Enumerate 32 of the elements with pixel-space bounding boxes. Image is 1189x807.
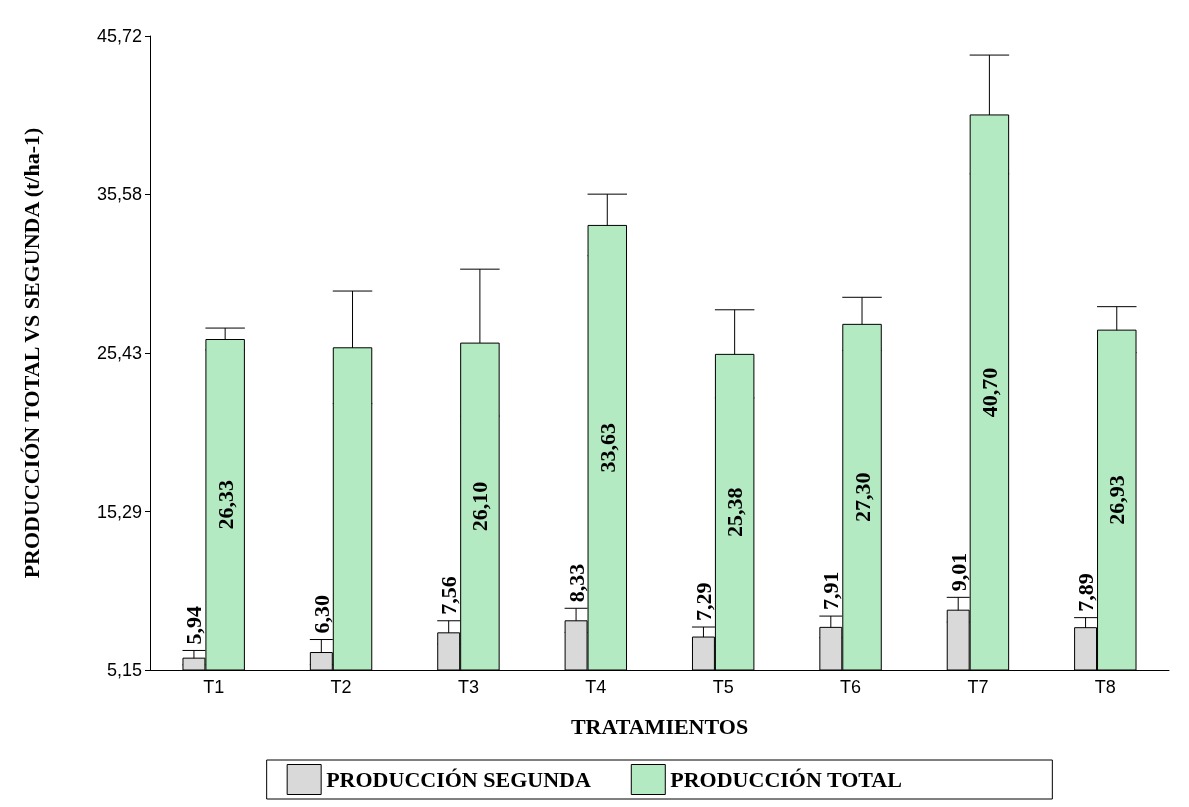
data-label: 26,93: [1104, 475, 1130, 525]
data-label: 25,38: [722, 487, 748, 537]
x-tick-label: T4: [585, 677, 607, 697]
data-label: 9,01: [945, 552, 971, 592]
data-label: 8,33: [563, 563, 589, 603]
legend-label: PRODUCCIÓN TOTAL: [670, 767, 902, 792]
y-tick-label: 15,29: [96, 501, 142, 522]
y-tick-label: 45,72: [96, 26, 142, 46]
data-label: 40,70: [976, 367, 1002, 418]
data-label: 26,10: [467, 481, 493, 532]
x-tick-label: T1: [203, 677, 225, 697]
legend-label: PRODUCCIÓN SEGUNDA: [326, 767, 591, 792]
data-label: 7,29: [690, 582, 716, 622]
x-tick-label: T3: [457, 677, 479, 697]
y-tick-label: 35,58: [96, 184, 142, 205]
y-tick-label: 25,43: [96, 343, 142, 364]
x-axis-title: TRATAMIENTOS: [570, 713, 749, 739]
x-tick-label: T5: [712, 677, 734, 697]
data-label: 7,56: [436, 576, 462, 615]
data-label: 26,33: [212, 480, 238, 530]
data-label: 5,94: [181, 605, 207, 645]
x-tick-label: T2: [330, 677, 352, 697]
data-label: 27,30: [849, 472, 875, 522]
data-label: 33,63: [594, 422, 620, 473]
x-tick-label: T7: [967, 677, 989, 697]
data-label: 6,30: [308, 595, 334, 634]
data-label: 7,89: [1073, 573, 1099, 612]
y-axis-title: PRODUCCIÓN TOTAL VS SEGUNDA (t/ha-1): [18, 127, 44, 579]
x-tick-label: T8: [1094, 677, 1116, 697]
x-tick-label: T6: [840, 677, 862, 697]
y-tick-label: 5,15: [106, 660, 142, 680]
data-label: 7,91: [818, 571, 844, 611]
